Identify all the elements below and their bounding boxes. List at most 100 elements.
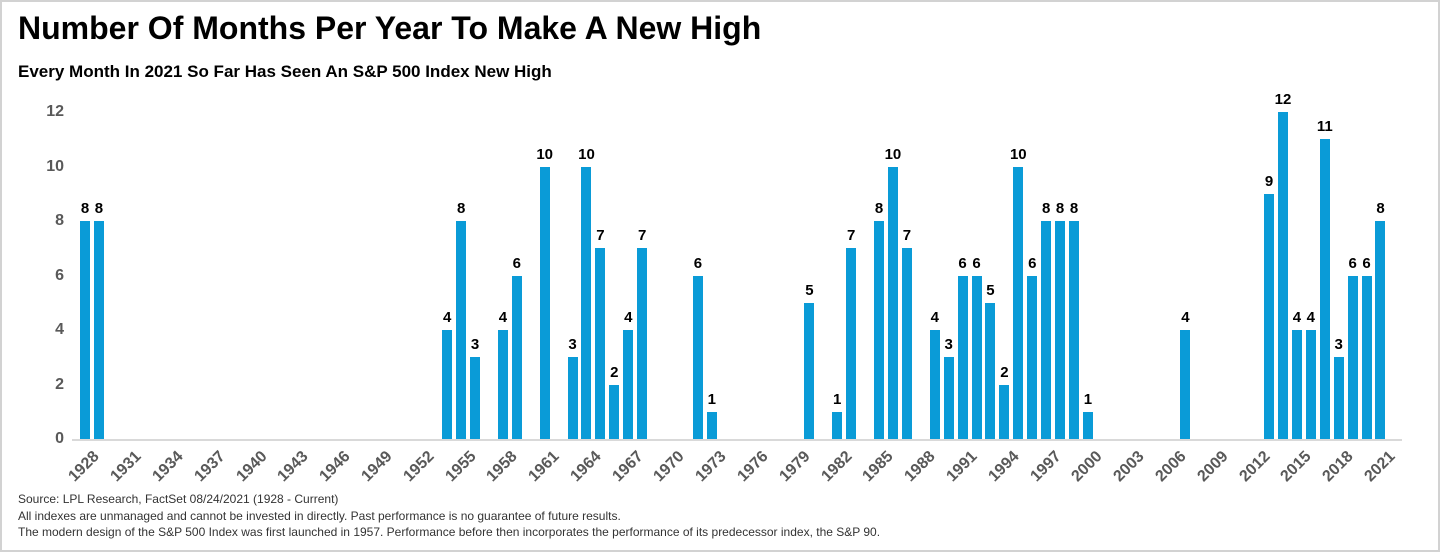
bar-1964 bbox=[581, 166, 592, 439]
bar-value-label-1986: 10 bbox=[884, 145, 902, 163]
bar-value-label-1996: 6 bbox=[1028, 254, 1037, 272]
bar-value-label-1994: 2 bbox=[1000, 363, 1009, 381]
y-tick-label-10: 10 bbox=[46, 157, 64, 175]
bar-value-label-1956: 3 bbox=[470, 336, 480, 354]
bar-value-label-1968: 7 bbox=[638, 227, 647, 245]
bar-value-label-1985: 8 bbox=[874, 200, 884, 217]
bar-1966 bbox=[609, 384, 620, 439]
bar-2020 bbox=[1361, 275, 1372, 439]
bar-1956 bbox=[470, 357, 481, 439]
bar-2000 bbox=[1082, 411, 1093, 439]
y-tick-label-6: 6 bbox=[55, 266, 64, 284]
bar-value-label-2019: 6 bbox=[1348, 254, 1357, 272]
bar-1997 bbox=[1041, 221, 1052, 439]
bar-1954 bbox=[442, 330, 453, 439]
bar-1991 bbox=[957, 275, 968, 439]
bar-value-label-1997: 8 bbox=[1042, 200, 1051, 217]
bar-1959 bbox=[511, 275, 522, 439]
chart-subtitle: Every Month In 2021 So Far Has Seen An S… bbox=[18, 62, 552, 81]
bar-value-label-2016: 4 bbox=[1306, 309, 1316, 326]
bar-value-label-1999: 8 bbox=[1069, 200, 1079, 217]
bar-value-label-2015: 4 bbox=[1292, 309, 1302, 326]
bar-2018 bbox=[1333, 357, 1344, 439]
y-tick-label-4: 4 bbox=[55, 321, 64, 338]
bar-1986 bbox=[887, 166, 898, 439]
bar-value-label-1954: 4 bbox=[443, 309, 452, 326]
bar-value-label-1958: 4 bbox=[498, 309, 508, 326]
bar-value-label-1991: 6 bbox=[958, 254, 967, 272]
bar-1987 bbox=[901, 248, 912, 439]
bar-1965 bbox=[595, 248, 606, 439]
bar-1982 bbox=[832, 411, 843, 439]
bar-2016 bbox=[1305, 330, 1316, 439]
bar-value-label-1990: 3 bbox=[944, 336, 953, 354]
bar-value-label-1995: 10 bbox=[1009, 145, 1027, 163]
chart-title: Number Of Months Per Year To Make A New … bbox=[18, 10, 762, 46]
bar-1961 bbox=[539, 166, 550, 439]
bar-value-label-1963: 3 bbox=[568, 336, 577, 354]
bar-value-label-1955: 8 bbox=[456, 200, 466, 217]
bar-value-label-2014: 12 bbox=[1274, 91, 1292, 108]
bar-value-label-1965: 7 bbox=[596, 227, 605, 245]
bar-value-label-1993: 5 bbox=[986, 281, 995, 299]
bar-2021 bbox=[1375, 221, 1386, 439]
bar-value-label-1959: 6 bbox=[512, 254, 521, 272]
bar-1972 bbox=[692, 275, 703, 439]
y-tick-label-0: 0 bbox=[55, 430, 64, 447]
y-tick-label-12: 12 bbox=[46, 103, 64, 120]
bar-1998 bbox=[1055, 221, 1066, 439]
y-tick-label-8: 8 bbox=[55, 212, 64, 229]
bar-value-label-2013: 9 bbox=[1264, 172, 1274, 190]
bar-value-label-1964: 10 bbox=[578, 145, 595, 163]
bar-1999 bbox=[1069, 221, 1080, 439]
footer: Source: LPL Research, FactSet 08/24/2021… bbox=[18, 491, 880, 541]
bar-2019 bbox=[1347, 275, 1358, 439]
bar-value-label-1973: 1 bbox=[707, 390, 717, 408]
bar-value-label-2000: 1 bbox=[1083, 390, 1093, 408]
bar-2017 bbox=[1319, 139, 1330, 439]
bar-value-label-2020: 6 bbox=[1362, 254, 1371, 272]
bar-1967 bbox=[623, 330, 634, 439]
footer-disclaimer-2: The modern design of the S&P 500 Index w… bbox=[18, 525, 881, 539]
bar-1928 bbox=[80, 221, 90, 439]
bar-1983 bbox=[846, 248, 857, 439]
bar-value-label-1983: 7 bbox=[846, 227, 856, 245]
bar-2013 bbox=[1264, 193, 1275, 439]
bar-1992 bbox=[971, 275, 982, 439]
bar-1963 bbox=[567, 357, 578, 439]
bar-value-label-1966: 2 bbox=[610, 363, 619, 381]
bar-value-label-1998: 8 bbox=[1055, 200, 1065, 217]
bar-value-label-1989: 4 bbox=[930, 309, 939, 326]
bar-value-label-2007: 4 bbox=[1181, 309, 1190, 326]
bar-1993 bbox=[985, 302, 996, 439]
bar-value-label-2021: 8 bbox=[1376, 200, 1385, 217]
bar-value-label-1929: 8 bbox=[94, 200, 104, 217]
bar-value-label-1972: 6 bbox=[693, 254, 703, 272]
bar-value-label-1961: 10 bbox=[536, 145, 554, 163]
bar-value-label-1928: 8 bbox=[80, 200, 90, 217]
bar-1995 bbox=[1013, 166, 1024, 439]
bar-1985 bbox=[874, 221, 885, 439]
bar-1989 bbox=[929, 330, 940, 439]
bar-1973 bbox=[706, 411, 717, 439]
footer-disclaimer-1: All indexes are unmanaged and cannot be … bbox=[18, 508, 621, 523]
bar-value-label-1987: 7 bbox=[902, 227, 912, 245]
bar-1980 bbox=[804, 302, 815, 439]
bar-2015 bbox=[1291, 330, 1302, 439]
bar-2007 bbox=[1180, 330, 1191, 439]
bar-1958 bbox=[497, 330, 508, 439]
x-axis-line bbox=[72, 439, 1402, 441]
bar-1996 bbox=[1027, 275, 1038, 439]
bar-1968 bbox=[637, 248, 648, 439]
bar-value-label-1992: 6 bbox=[972, 254, 981, 272]
bar-2014 bbox=[1277, 112, 1288, 439]
footer-source: Source: LPL Research, FactSet 08/24/2021… bbox=[18, 492, 339, 506]
bar-1994 bbox=[999, 384, 1010, 439]
bar-value-label-2017: 11 bbox=[1316, 118, 1333, 136]
bar-value-label-1980: 5 bbox=[805, 281, 814, 299]
bar-value-label-1967: 4 bbox=[624, 309, 633, 326]
y-tick-label-2: 2 bbox=[55, 375, 64, 393]
bar-value-label-2018: 3 bbox=[1334, 336, 1343, 354]
